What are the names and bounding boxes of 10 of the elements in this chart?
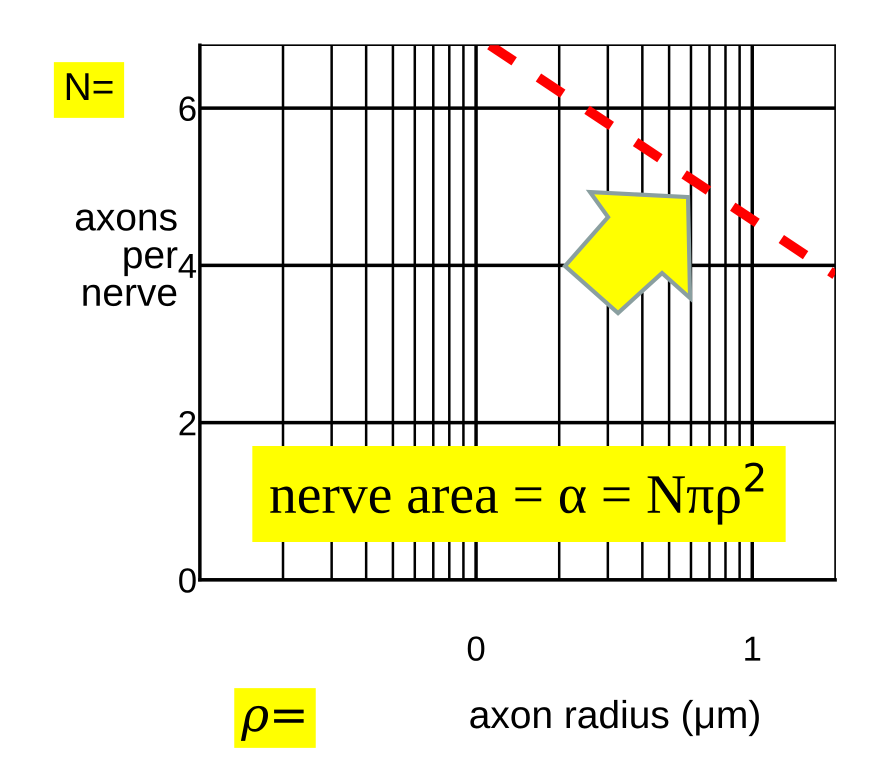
- y-tick-label: 0: [179, 568, 196, 593]
- text: ρ=: [240, 706, 304, 741]
- text: N=: [66, 73, 112, 100]
- y-axis-title: axons per nerve: [76, 209, 178, 306]
- annotation: nerve area = α = Nπρ$^{2}$: [270, 462, 764, 525]
- x-tick-label: 1: [745, 636, 760, 661]
- y-tick-label: 6: [180, 96, 196, 122]
- y-tick-label: 4: [178, 254, 196, 278]
- x-axis-title: axon radius (μm): [470, 700, 759, 736]
- y-tick-label: 2: [180, 410, 196, 436]
